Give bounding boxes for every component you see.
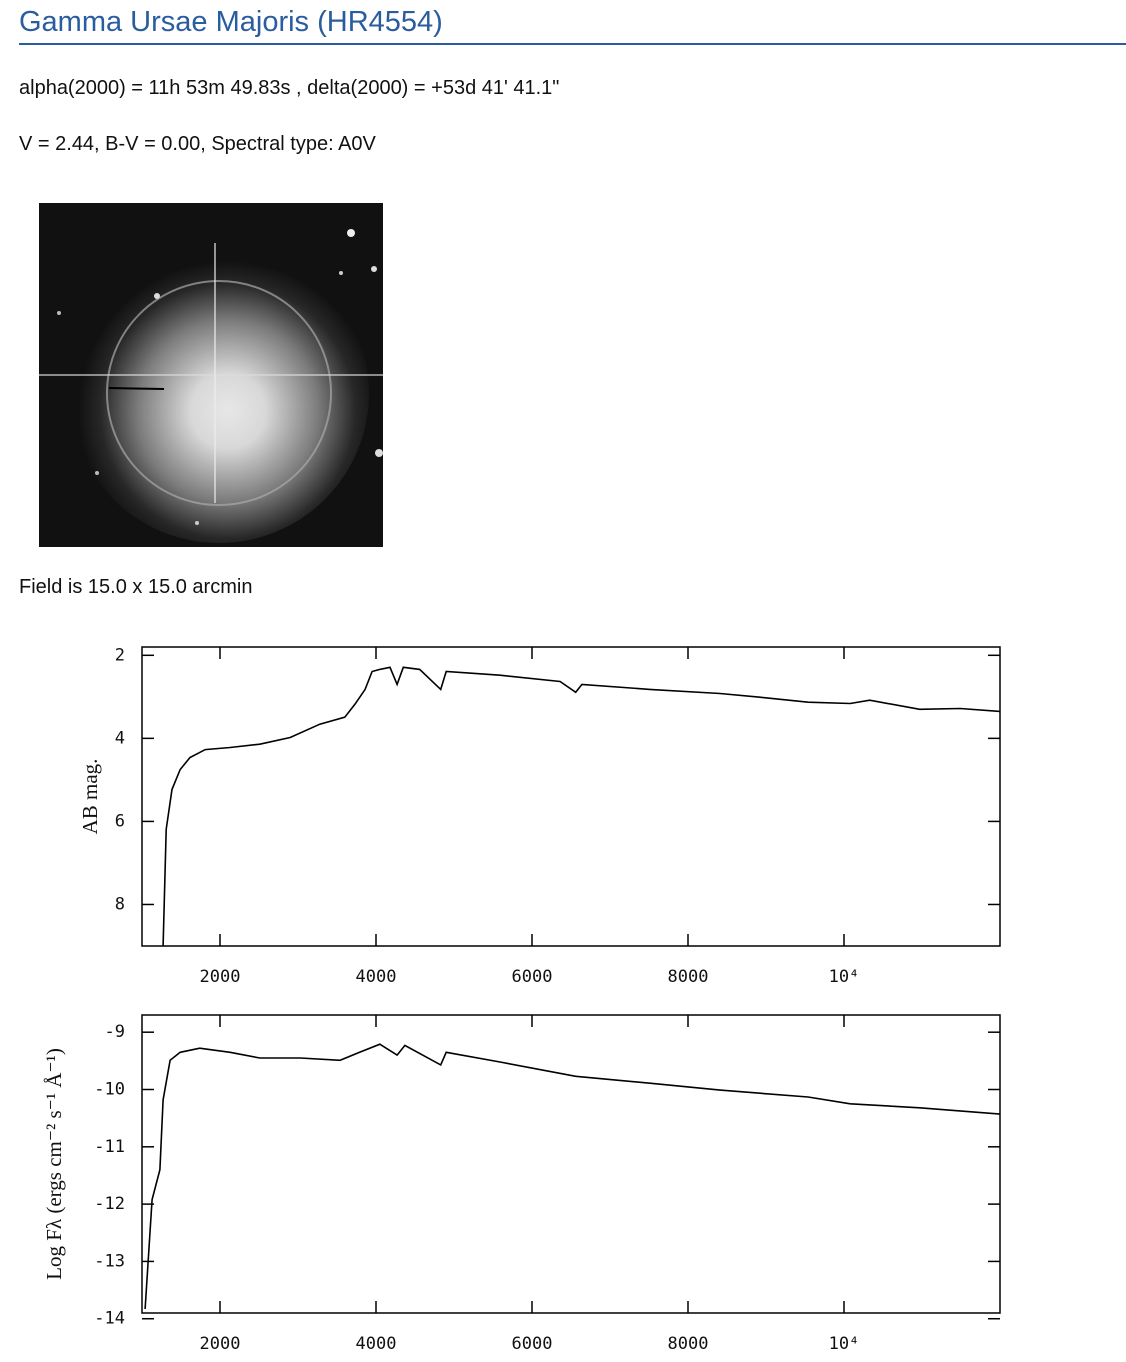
x-tick-label: 4000	[356, 967, 397, 987]
coordinates: alpha(2000) = 11h 53m 49.83s , delta(200…	[19, 77, 560, 99]
y-tick-label: 2	[115, 645, 125, 665]
plot-frame	[141, 646, 1001, 947]
x-tick-label: 4000	[356, 1334, 397, 1354]
x-tick-label: 2000	[200, 967, 241, 987]
y-axis-label: AB mag.	[78, 759, 102, 835]
spectrum-line	[144, 1043, 1001, 1310]
image-caption: Field is 15.0 x 15.0 arcmin	[19, 576, 253, 598]
spectrum-line	[162, 666, 1001, 946]
x-tick-label: 6000	[512, 967, 553, 987]
page-title: Gamma Ursae Majoris (HR4554)	[19, 6, 443, 38]
x-tick-label: 10⁴	[829, 1334, 860, 1354]
y-tick-label: -11	[94, 1137, 125, 1157]
x-tick-label: 8000	[668, 967, 709, 987]
title-rule	[19, 43, 1126, 45]
y-tick-label: -14	[94, 1309, 125, 1329]
spectrum-plots: 2000 4000 6000 8000 10⁴ 2 4 6 8 AB mag. 2000 4000 60…	[42, 645, 1001, 1354]
y-tick-label: -10	[94, 1080, 125, 1100]
x-tick-label: 2000	[200, 1334, 241, 1354]
star-field-image	[39, 203, 383, 547]
x-tick-label: 6000	[512, 1334, 553, 1354]
plot-frame	[141, 1014, 1001, 1314]
y-tick-label: 4	[115, 728, 125, 748]
y-tick-label: -13	[94, 1251, 125, 1271]
photometry: V = 2.44, B-V = 0.00, Spectral type: A0V	[19, 133, 376, 155]
x-tick-label: 10⁴	[829, 967, 860, 987]
y-tick-label: 8	[115, 894, 125, 914]
y-axis-label: Log Fλ (ergs cm⁻² s⁻¹ Å⁻¹)	[42, 1048, 66, 1280]
y-tick-label: 6	[115, 811, 125, 831]
y-tick-label: -12	[94, 1194, 125, 1214]
y-tick-label: -9	[105, 1022, 125, 1042]
x-tick-label: 8000	[668, 1334, 709, 1354]
